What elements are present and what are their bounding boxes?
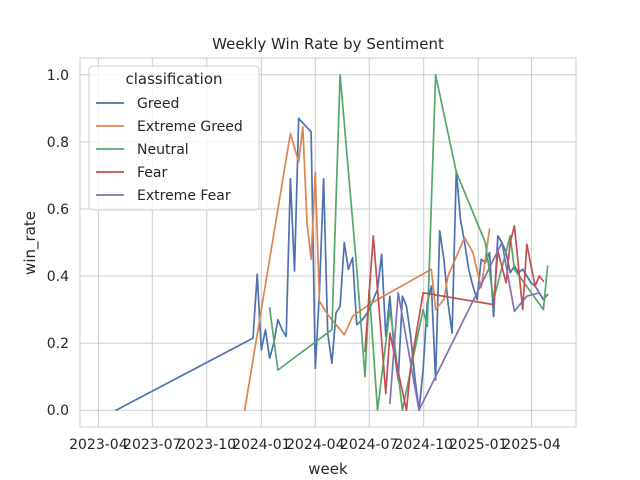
y-axis-label: win_rate [21,211,40,275]
x-tick-label: 2023-07 [123,437,182,453]
legend-title: classification [125,70,222,88]
legend-label-neutral: Neutral [137,142,189,158]
y-tick-label: 0.4 [47,269,69,285]
y-tick-labels: 0.0 0.2 0.4 0.6 0.8 1.0 [47,68,69,419]
x-tick-label: 2025-04 [502,437,561,453]
y-tick-label: 0.6 [47,202,69,218]
x-tick-label: 2024-07 [340,437,399,453]
series-lines [115,73,549,412]
legend-label-extreme-greed: Extreme Greed [137,119,243,135]
y-tick-label: 0.2 [47,336,69,352]
x-tick-label: 2023-10 [178,437,237,453]
x-tick-label: 2024-04 [286,437,345,453]
legend-box [88,65,260,211]
x-tick-label: 2024-10 [394,437,453,453]
x-tick-label: 2023-04 [69,437,128,453]
series-line-extreme-greed [243,125,491,412]
x-tick-label: 2024-01 [232,437,291,453]
chart-title: Weekly Win Rate by Sentiment [212,35,444,53]
legend: classification Greed Extreme Greed Neutral… [88,65,260,211]
x-tick-label: 2025-01 [449,437,508,453]
legend-label-fear: Fear [137,165,167,181]
x-tick-labels: 2023-042023-072023-102024-012024-042024-… [69,437,561,453]
legend-label-extreme-fear: Extreme Fear [137,188,231,204]
y-tick-label: 0.8 [47,135,69,151]
legend-items: Greed Extreme Greed Neutral Fear Extreme Fea… [96,96,243,204]
legend-label-greed: Greed [137,96,179,112]
x-axis-label: week [308,460,348,478]
y-tick-label: 1.0 [47,68,69,84]
y-tick-label: 0.0 [47,403,69,419]
series-line-extreme-fear [389,241,541,412]
